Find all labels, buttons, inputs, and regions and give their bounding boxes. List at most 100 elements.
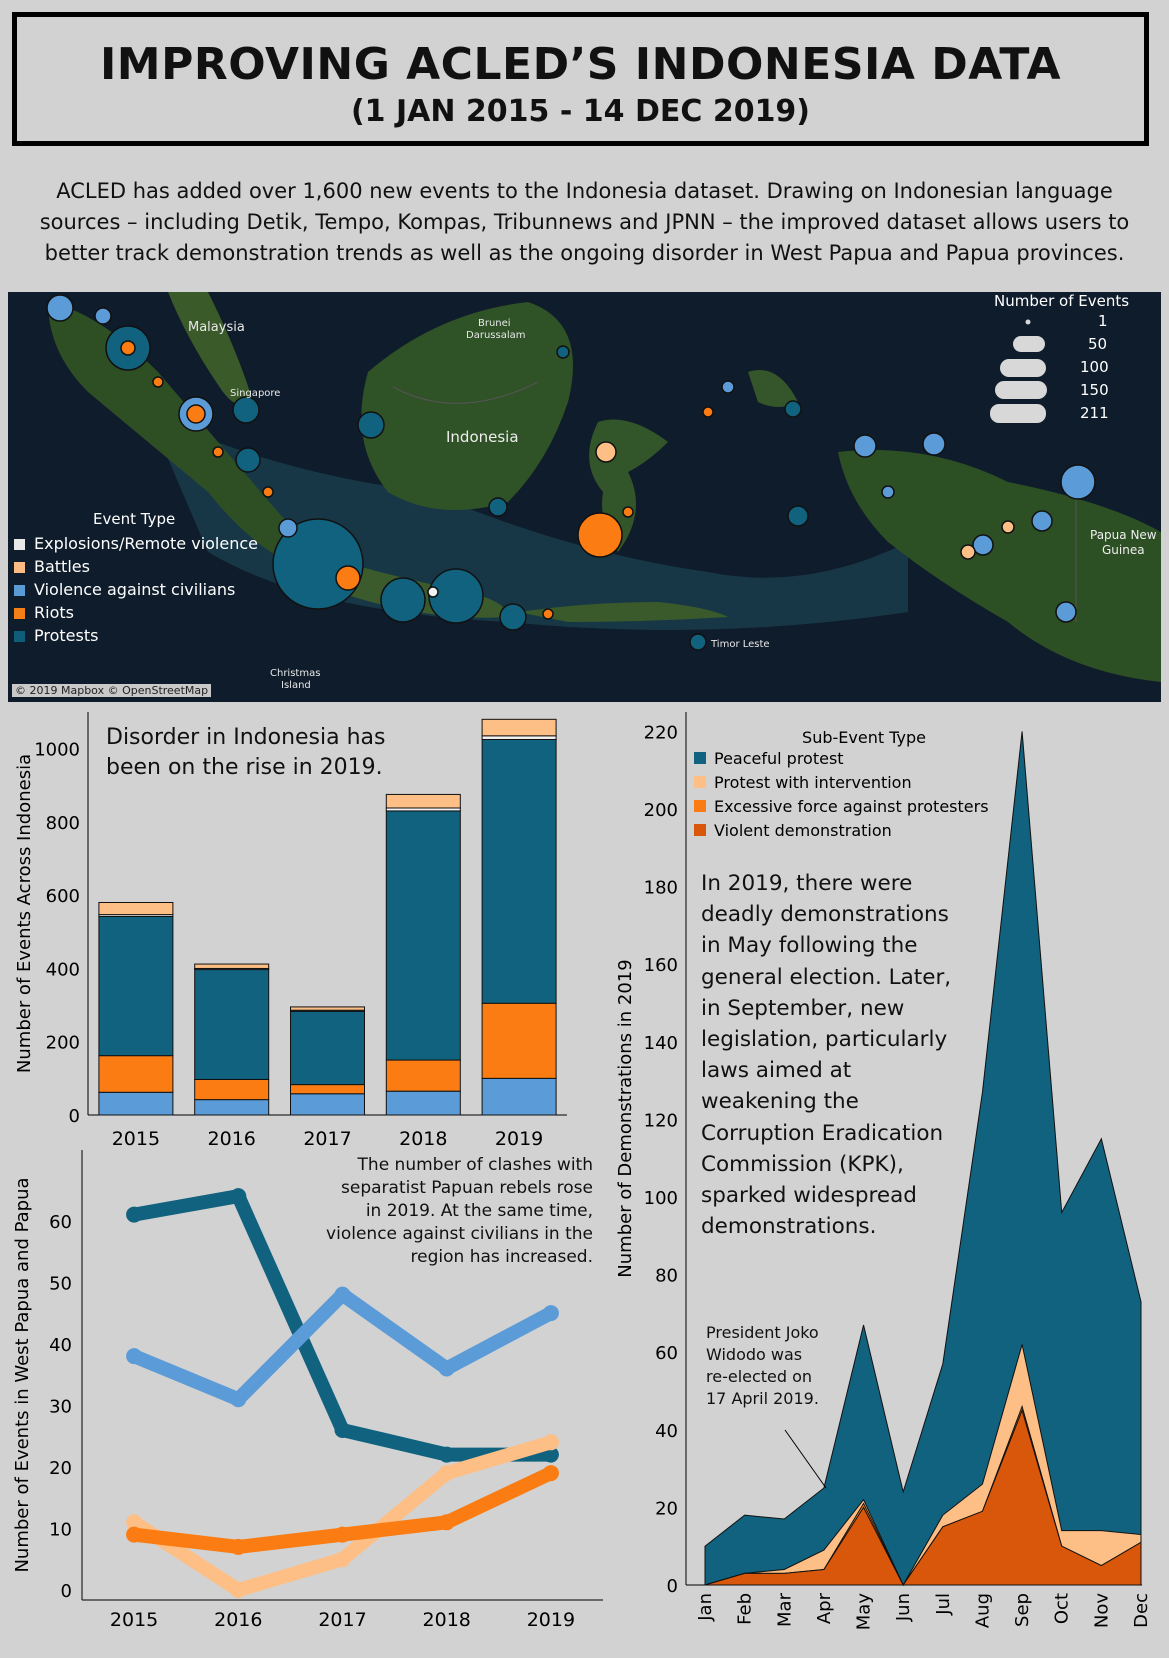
area-x-tick: Aug <box>972 1593 993 1628</box>
map-label-brunei: Brunei <box>478 318 511 329</box>
bar-segment <box>98 1055 174 1093</box>
size-legend-label: 50 <box>1088 335 1108 353</box>
area-y-label: Number of Demonstrations in 2019 <box>615 959 636 1277</box>
area-legend-label: Excessive force against protesters <box>714 797 989 816</box>
map-label-timor: Timor Leste <box>711 639 770 650</box>
legend-label: Battles <box>34 557 90 576</box>
event-legend-vac[interactable]: Violence against civilians <box>14 580 235 599</box>
area-y-tick: 160 <box>644 955 678 976</box>
map-label-malaysia: Malaysia <box>188 320 245 335</box>
line-point <box>230 1391 247 1408</box>
line-y-tick: 60 <box>49 1212 72 1233</box>
line-point <box>542 1465 559 1482</box>
area-legend-swatch <box>694 800 706 812</box>
map-label-png: Papua New <box>1090 528 1157 542</box>
line-point <box>126 1348 143 1365</box>
bar-segment <box>290 1093 365 1116</box>
area-legend-swatch <box>694 752 706 764</box>
area-y-tick: 180 <box>644 878 678 899</box>
legend-label: Riots <box>34 603 74 622</box>
bar-segment <box>385 1090 461 1116</box>
area-y-tick: 100 <box>644 1188 678 1209</box>
event-legend-battles[interactable]: Battles <box>14 557 90 576</box>
area-x-tick: Apr <box>814 1592 835 1624</box>
intro-line: better track demonstration trends as wel… <box>44 241 1125 265</box>
line-point <box>230 1538 247 1555</box>
area-y-tick: 200 <box>644 800 678 821</box>
line-y-tick: 50 <box>49 1273 72 1294</box>
bar-y-tick: 400 <box>46 959 80 980</box>
jokowi-note-line: re-elected on <box>706 1367 813 1386</box>
bar-x-tick: 2016 <box>208 1128 256 1150</box>
area-y-tick: 140 <box>644 1033 678 1054</box>
map-label-indonesia: Indonesia <box>446 428 519 446</box>
area-note-line: sparked widespread <box>701 1183 917 1209</box>
jokowi-note-line: Widodo was <box>706 1345 803 1364</box>
area-y-tick: 20 <box>655 1498 678 1519</box>
area-legend-title: Sub-Event Type <box>802 728 926 747</box>
bar-y-tick: 200 <box>46 1033 80 1054</box>
line-point <box>230 1582 247 1598</box>
bar-segment <box>194 1099 270 1116</box>
bar-x-tick: 2019 <box>495 1128 543 1150</box>
bar-segment <box>98 915 174 1057</box>
intro-line: sources – including Detik, Tempo, Kompas… <box>39 210 1130 234</box>
map-credit[interactable]: © 2019 Mapbox © OpenStreetMap <box>12 684 212 697</box>
area-legend-swatch <box>694 776 706 788</box>
area-note-line: demonstrations. <box>701 1214 877 1240</box>
bar-segment <box>194 963 270 969</box>
line-point <box>126 1206 143 1223</box>
bar-x-tick: 2015 <box>112 1128 160 1150</box>
line-note-line: violence against civilians in the <box>326 1224 593 1244</box>
map-label-png2: Guinea <box>1102 543 1145 557</box>
jokowi-note-line: 17 April 2019. <box>706 1389 819 1408</box>
page-subtitle: (1 JAN 2015 - 14 DEC 2019) <box>350 94 811 129</box>
event-legend-title: Event Type <box>93 510 176 528</box>
event-legend-riots[interactable]: Riots <box>14 603 74 622</box>
line-note-line: separatist Papuan rebels rose <box>341 1178 593 1198</box>
area-note-line: weakening the <box>701 1089 859 1115</box>
map-label-brunei2: Darussalam <box>466 330 526 341</box>
area-x-tick: Mar <box>774 1592 795 1627</box>
map-label-christmas2: Island <box>281 680 311 691</box>
area-x-tick: May <box>854 1593 875 1631</box>
bar-segment <box>290 1009 365 1012</box>
area-note-line: laws aimed at <box>701 1058 852 1084</box>
bar-x-tick: 2018 <box>399 1128 447 1150</box>
page-title: IMPROVING ACLED’S INDONESIA DATA <box>99 39 1062 90</box>
area-x-tick: Nov <box>1091 1593 1112 1628</box>
line-point <box>230 1188 247 1205</box>
bar-segment <box>481 1002 557 1079</box>
intro-line: ACLED has added over 1,600 new events to… <box>56 179 1113 203</box>
legend-swatch <box>14 608 25 619</box>
bar-y-tick: 1000 <box>34 740 80 761</box>
bar-segment <box>290 1084 365 1095</box>
event-legend-protests[interactable]: Protests <box>14 626 98 645</box>
line-y-tick: 20 <box>49 1458 72 1479</box>
bar-segment <box>385 1059 461 1092</box>
area-y-tick: 60 <box>655 1343 678 1364</box>
line-series <box>127 1466 558 1554</box>
bar-segment <box>98 914 174 917</box>
area-x-tick: Dec <box>1131 1593 1152 1628</box>
event-map[interactable]: Malaysia Brunei Darussalam Singapore Ind… <box>8 292 1161 702</box>
line-y-tick: 0 <box>61 1581 72 1602</box>
event-legend-explosions[interactable]: Explosions/Remote violence <box>14 534 258 553</box>
line-point <box>438 1514 455 1531</box>
line-y-tick: 10 <box>49 1519 72 1540</box>
bar-segment <box>385 793 461 809</box>
line-point <box>438 1465 455 1482</box>
intro-text: ACLED has added over 1,600 new events to… <box>14 176 1155 269</box>
line-x-tick: 2016 <box>214 1609 262 1631</box>
line-x-tick: 2017 <box>318 1609 366 1631</box>
bar-segment <box>194 1078 270 1101</box>
bar-y-tick: 0 <box>69 1106 80 1127</box>
area-x-tick: Oct <box>1052 1593 1073 1624</box>
bar-segment <box>481 738 557 1004</box>
line-point <box>126 1514 143 1531</box>
area-x-tick: Feb <box>735 1593 756 1625</box>
area-note-line: in May following the <box>701 933 918 959</box>
bar-segment <box>481 1077 557 1116</box>
jokowi-note: President Joko Widodo was re-elected on … <box>706 1322 819 1410</box>
size-legend-label: 211 <box>1080 404 1109 422</box>
